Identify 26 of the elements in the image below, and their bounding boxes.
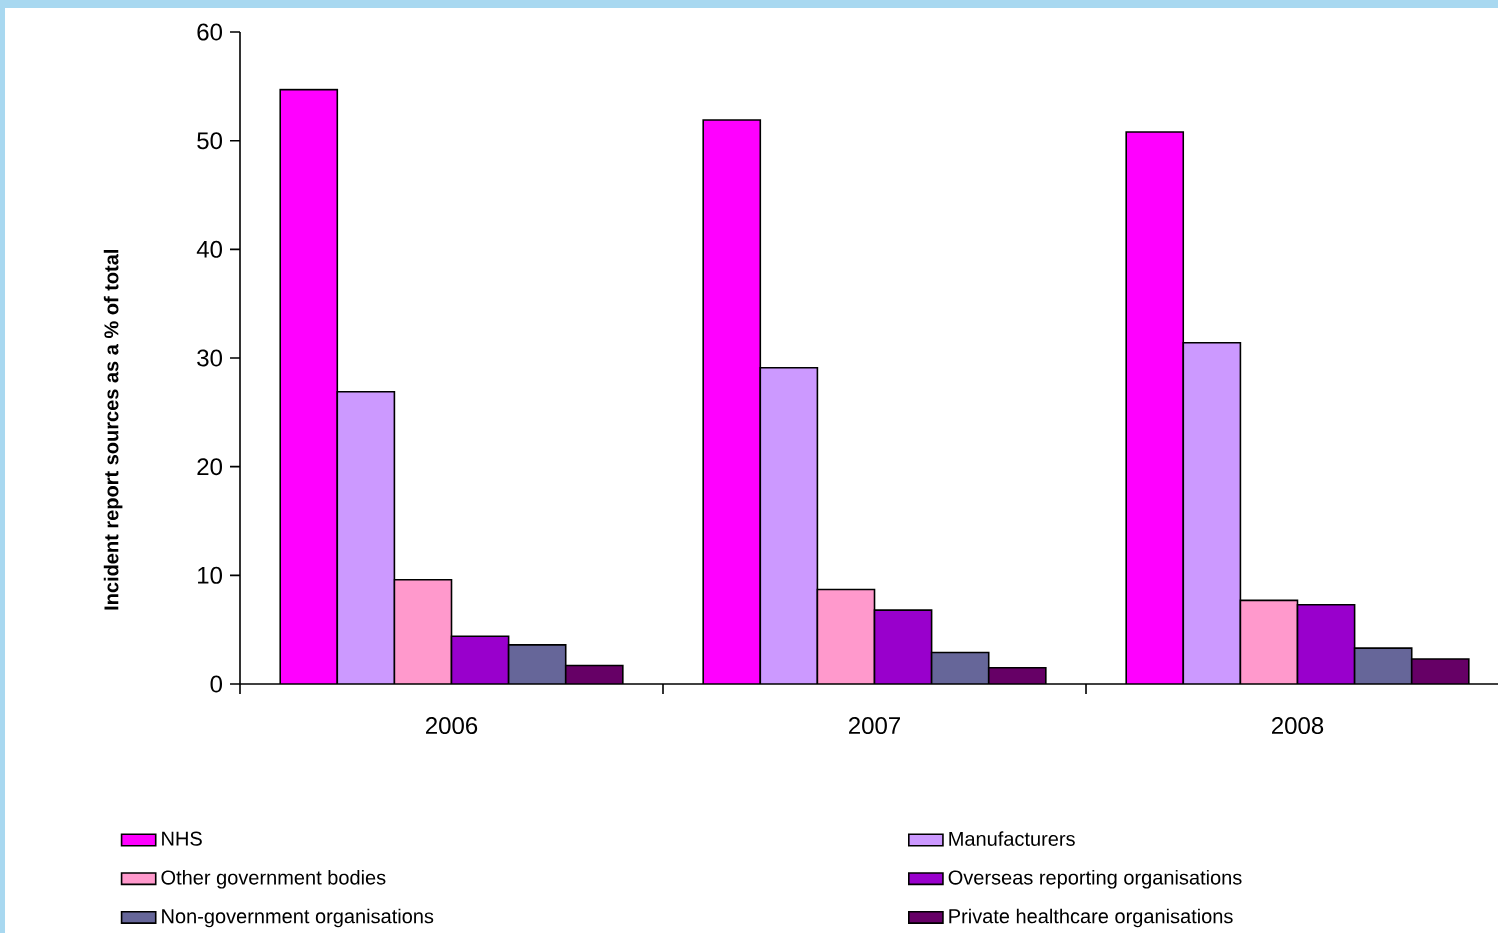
bar	[508, 644, 566, 684]
legend-label: Private healthcare organisations	[949, 908, 1233, 928]
bar	[931, 652, 989, 684]
legend-label: Other government bodies	[161, 869, 386, 889]
y-tick-label: 40	[196, 240, 223, 258]
legend-label: Overseas reporting organisations	[948, 869, 1242, 889]
bar	[874, 610, 932, 684]
bar	[337, 391, 395, 684]
bar	[760, 367, 818, 684]
y-tick-label: 0	[210, 675, 223, 693]
bar	[451, 636, 509, 684]
y-tick-label: 30	[197, 349, 223, 367]
legend-label: Manufacturers	[949, 831, 1075, 846]
legend-label: NHS	[162, 831, 202, 846]
bar	[1353, 647, 1413, 684]
y-tick-label: 10	[198, 566, 223, 584]
y-tick-label: 20	[197, 458, 223, 476]
x-tick-label: 2006	[426, 717, 478, 735]
y-axis-title: Incident report sources as a % of total	[103, 250, 123, 610]
y-tick-label: 50	[197, 132, 223, 150]
x-tick-label: 2008	[1272, 717, 1324, 735]
x-tick-label: 2007	[849, 717, 900, 735]
legend-label: Non-government organisations	[162, 908, 434, 928]
y-tick-label: 60	[197, 23, 223, 41]
bar	[1296, 603, 1356, 684]
bar	[1182, 341, 1242, 684]
